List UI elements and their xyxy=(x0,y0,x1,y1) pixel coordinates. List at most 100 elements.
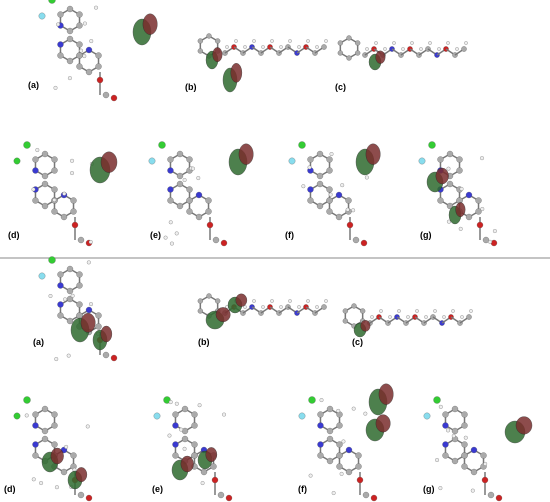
atom xyxy=(85,68,93,76)
atom xyxy=(288,157,296,165)
atom xyxy=(401,47,405,51)
atom xyxy=(79,48,83,53)
orbital-lobe xyxy=(142,13,158,35)
atom xyxy=(212,236,220,244)
atom xyxy=(77,236,85,244)
atom xyxy=(85,424,90,429)
atom xyxy=(222,412,226,417)
atom xyxy=(172,452,179,459)
atom xyxy=(57,301,64,308)
orbital-lobe xyxy=(100,151,118,173)
orbital-lobe xyxy=(365,143,381,165)
atom xyxy=(169,241,174,246)
atom xyxy=(316,202,324,210)
orbital-lobe xyxy=(75,467,88,482)
atom xyxy=(32,452,39,459)
atom xyxy=(446,41,450,45)
atom xyxy=(39,481,44,486)
atom xyxy=(415,309,419,313)
atom xyxy=(197,403,202,408)
atom xyxy=(480,452,487,459)
molecule xyxy=(342,303,473,338)
orbital-lobe xyxy=(435,167,449,185)
atom xyxy=(298,412,306,420)
atom xyxy=(182,178,187,182)
panel-label: (b) xyxy=(198,337,210,347)
atom xyxy=(168,400,173,405)
atom xyxy=(435,458,440,462)
atom xyxy=(362,491,370,499)
atom xyxy=(355,40,361,46)
atom xyxy=(66,353,71,358)
atom xyxy=(23,396,31,404)
atom xyxy=(200,481,205,486)
atom xyxy=(442,315,446,319)
atom xyxy=(35,148,40,152)
molecule xyxy=(148,141,254,247)
panel-label: (a) xyxy=(28,80,39,90)
atom xyxy=(176,202,184,210)
molecule xyxy=(197,33,328,93)
atom xyxy=(186,156,193,163)
atom xyxy=(60,468,68,476)
atom xyxy=(495,494,503,502)
atom xyxy=(86,260,91,265)
atom xyxy=(48,256,56,264)
atom xyxy=(76,22,83,29)
atom xyxy=(110,354,118,362)
atom xyxy=(182,446,187,451)
atom xyxy=(82,54,87,59)
panel-label: (d) xyxy=(8,230,20,240)
molecule xyxy=(153,396,233,502)
atom xyxy=(339,471,344,476)
atom xyxy=(419,47,423,51)
atom xyxy=(206,293,212,299)
atom xyxy=(316,172,324,180)
atom xyxy=(461,452,468,459)
atom xyxy=(51,208,58,215)
atom xyxy=(480,156,484,161)
atom xyxy=(470,468,478,476)
panel-label: (e) xyxy=(152,484,163,494)
atom xyxy=(71,221,79,229)
atom xyxy=(186,197,193,204)
atom xyxy=(316,180,324,188)
orbital-lobe xyxy=(215,307,231,322)
atom xyxy=(340,183,345,188)
atom xyxy=(186,208,193,215)
atom xyxy=(197,308,203,314)
atom xyxy=(57,271,64,278)
orbital-lobe xyxy=(455,202,466,218)
atom xyxy=(76,11,83,18)
atom xyxy=(397,309,401,313)
atom xyxy=(410,41,414,45)
atom xyxy=(167,186,174,193)
atom xyxy=(95,52,102,59)
panel-label: (c) xyxy=(352,337,363,347)
atom xyxy=(336,408,341,413)
atom xyxy=(64,444,69,449)
atom xyxy=(70,158,74,163)
atom xyxy=(351,208,356,213)
atom xyxy=(466,314,472,320)
atom xyxy=(32,411,39,418)
atom xyxy=(316,150,324,158)
atom xyxy=(211,476,219,484)
atom xyxy=(181,435,189,443)
atom xyxy=(298,141,306,149)
atom xyxy=(51,441,58,448)
atom xyxy=(288,39,292,43)
atom xyxy=(342,318,348,324)
atom xyxy=(172,422,179,429)
atom xyxy=(336,422,343,429)
atom xyxy=(351,406,356,411)
atom xyxy=(51,186,58,193)
atom xyxy=(383,47,387,51)
atom xyxy=(270,39,274,43)
atom xyxy=(326,197,333,204)
atom xyxy=(205,208,212,215)
orbital-lobe xyxy=(100,325,113,343)
atom xyxy=(57,282,64,289)
atom xyxy=(352,236,360,244)
